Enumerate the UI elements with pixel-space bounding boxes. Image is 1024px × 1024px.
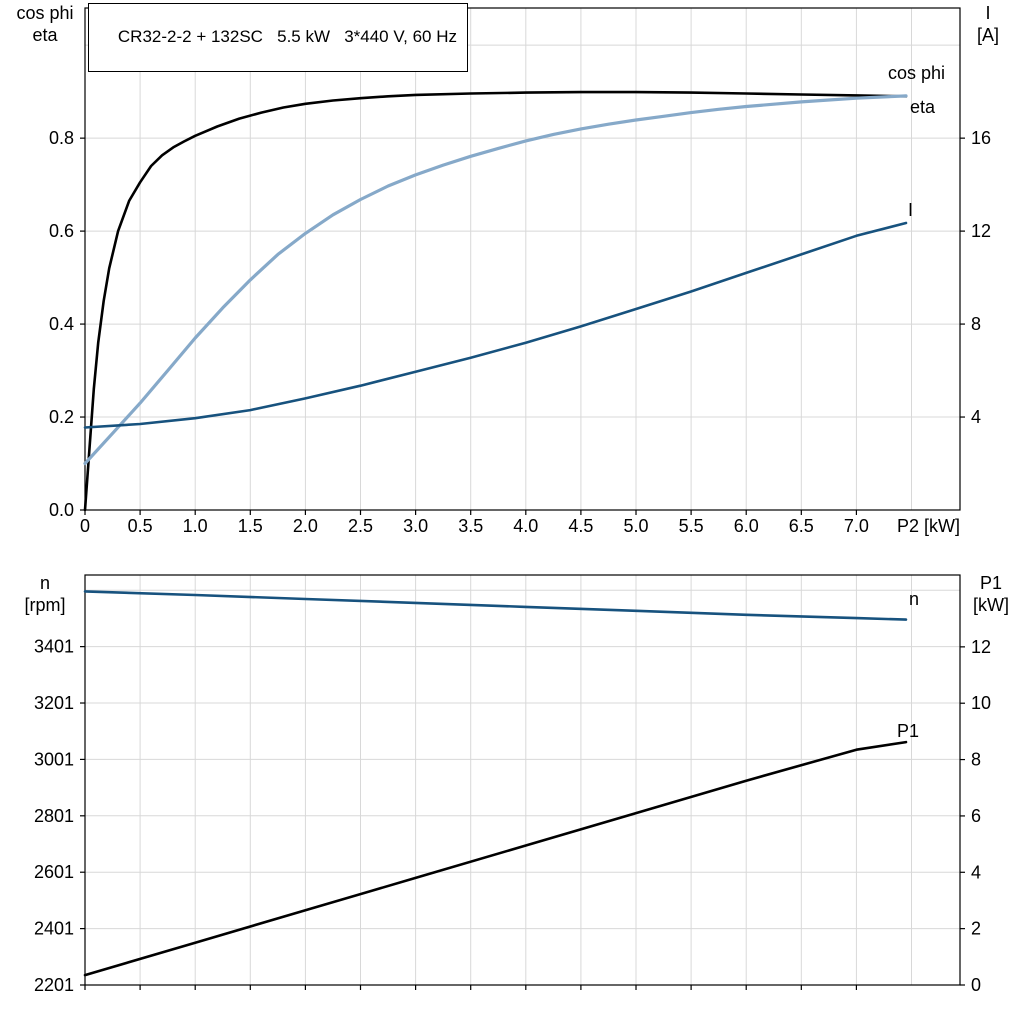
left-tick-label: 0.0 bbox=[49, 500, 74, 520]
right-tick-label: 6 bbox=[971, 806, 981, 826]
x-tick-label: 5.0 bbox=[623, 516, 648, 536]
p1-curve-label: P1 bbox=[897, 721, 919, 741]
x-tick-label: 1.0 bbox=[183, 516, 208, 536]
speed-curve-label: n bbox=[909, 589, 919, 609]
x-tick-label: 3.5 bbox=[458, 516, 483, 536]
top-left-axis-title-line1: cos phi bbox=[16, 3, 73, 23]
x-tick-label: 0.5 bbox=[128, 516, 153, 536]
left-tick-label: 3001 bbox=[34, 749, 74, 769]
x-tick-label: 7.0 bbox=[844, 516, 869, 536]
right-tick-label: 4 bbox=[971, 862, 981, 882]
right-tick-label: 8 bbox=[971, 314, 981, 334]
plot-border bbox=[84, 574, 961, 986]
left-tick-label: 2601 bbox=[34, 862, 74, 882]
x-tick-label: 6.0 bbox=[734, 516, 759, 536]
right-tick-label: 0 bbox=[971, 975, 981, 995]
right-tick-label: 10 bbox=[971, 693, 991, 713]
current-curve-label: I bbox=[908, 200, 913, 220]
top-plot: 0 0.5 1.0 1.5 2.0 2.5 3.0 3.5 4.0 4.5 5.0 5.5 6.0 6.5… bbox=[49, 7, 991, 536]
bottom-left-axis-title-line2: [rpm] bbox=[24, 595, 65, 615]
right-tick-label: 12 bbox=[971, 221, 991, 241]
chart-title: CR32-2-2 + 132SC 5.5 kW 3*440 V, 60 Hz bbox=[117, 27, 457, 46]
left-tick-label: 0.4 bbox=[49, 314, 74, 334]
bottom-left-axis-title-line1: n bbox=[40, 573, 50, 593]
series-curve-I bbox=[83, 221, 908, 429]
x-tick-label: 2.0 bbox=[293, 516, 318, 536]
x-tick-label: 3.0 bbox=[403, 516, 428, 536]
x-tick-label: 2.5 bbox=[348, 516, 373, 536]
left-tick-label: 0.2 bbox=[49, 407, 74, 427]
right-tick-label: 2 bbox=[971, 919, 981, 939]
x-tick-label: 1.5 bbox=[238, 516, 263, 536]
x-tick-label: 4.0 bbox=[513, 516, 538, 536]
left-tick-label: 0.6 bbox=[49, 221, 74, 241]
left-tick-label: 2801 bbox=[34, 806, 74, 826]
bottom-right-axis-title-line1: P1 bbox=[980, 573, 1002, 593]
chart-title-box: CR32-2-2 + 132SC 5.5 kW 3*440 V, 60 Hz bbox=[88, 3, 468, 72]
series-curve-n bbox=[83, 590, 908, 621]
x-tick-label: 0 bbox=[80, 516, 90, 536]
right-tick-label: 12 bbox=[971, 637, 991, 657]
left-tick-label: 0.8 bbox=[49, 128, 74, 148]
left-tick-label: 2201 bbox=[34, 975, 74, 995]
cos-phi-curve-label: cos phi bbox=[888, 63, 945, 83]
series-curve-cos-phi bbox=[83, 94, 908, 466]
top-right-axis-title-line2: [A] bbox=[977, 25, 999, 45]
top-right-axis-title-line1: I bbox=[985, 3, 990, 23]
top-left-axis-title-line2: eta bbox=[32, 25, 58, 45]
right-tick-label: 8 bbox=[971, 750, 981, 770]
eta-curve-label: eta bbox=[910, 97, 936, 117]
right-tick-label: 16 bbox=[971, 128, 991, 148]
left-tick-label: 3401 bbox=[34, 637, 74, 657]
left-tick-label: 3201 bbox=[34, 693, 74, 713]
bottom-plot: 2201 2401 2601 2801 3001 3201 3401 0 2 4 6 8 10 12 bbox=[34, 574, 991, 995]
series-curve-eta bbox=[83, 90, 908, 512]
x-tick-label: 6.5 bbox=[789, 516, 814, 536]
series-curve-P1 bbox=[83, 740, 908, 977]
left-tick-label: 2401 bbox=[34, 919, 74, 939]
x-tick-label: 5.5 bbox=[679, 516, 704, 536]
x-axis-label: P2 [kW] bbox=[897, 516, 960, 536]
bottom-right-axis-title-line2: [kW] bbox=[973, 595, 1009, 615]
x-tick-label: 4.5 bbox=[568, 516, 593, 536]
right-tick-label: 4 bbox=[971, 407, 981, 427]
plot-border bbox=[84, 7, 961, 511]
